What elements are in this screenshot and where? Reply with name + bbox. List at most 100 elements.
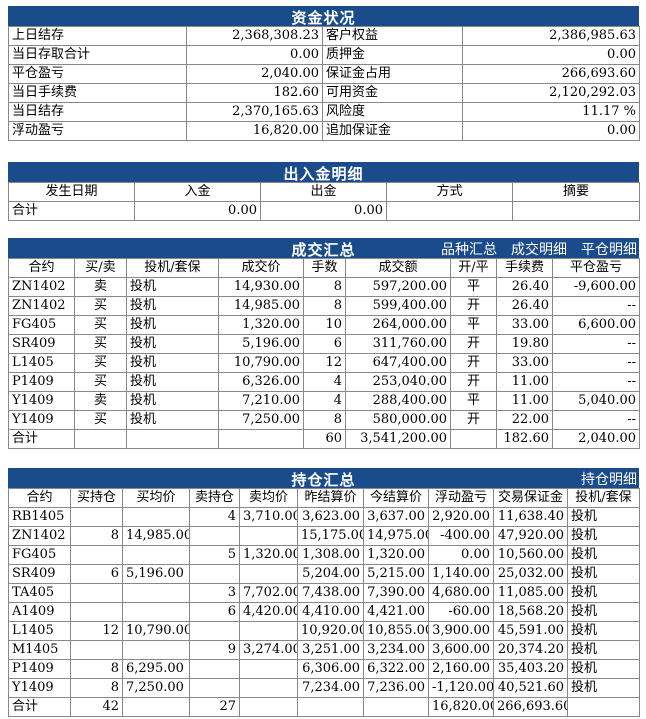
table-row: L1405 12 10,790.00 10,920.00 10,855.00 3,900.… [8,621,640,641]
fund-status-table: 上日结存 2,368,308.23 客户权益 2,386,985.63 当日存取合计 0.… [8,26,640,141]
position-cell: 20,374.20 [493,640,568,660]
column-header: 买/卖 [74,258,127,278]
position-cell: 9 [189,640,240,660]
trade-cell: SR409 [8,334,75,354]
trade-cell: 投机 [126,315,219,335]
position-cell: 投机 [567,545,640,565]
position-cell: 5,215.00 [363,564,429,584]
column-header: 入金 [134,182,261,202]
table-row: A1409 6 4,420.00 4,410.00 4,421.00 -60.00 18,5… [8,602,640,622]
position-cell: 3,274.00 [239,640,298,660]
position-cell: 4 [189,507,240,527]
fund-cell: 浮动盈亏 [8,121,187,141]
total-cell: 合计 [8,429,75,449]
fund-cell: 0.00 [186,45,323,65]
position-cell: -60.00 [428,602,494,622]
position-cell [122,507,190,527]
position-summary-table: 合约 买持仓 买均价 卖持仓 卖均价 昨结算价 今结算价 浮动盈亏 交易保证金 投机/套保 RB14… [8,488,640,717]
position-cell: 2,160.00 [428,659,494,679]
position-cell: 投机 [567,640,640,660]
column-header: 买持仓 [70,488,123,508]
trade-cell: 11.00 [496,372,553,392]
position-cell: 10,790.00 [122,621,190,641]
trade-cell: 597,200.00 [345,277,451,297]
total-cell: 3,541,200.00 [345,429,451,449]
position-cell: -400.00 [428,526,494,546]
position-link-0[interactable]: 持仓明细 [581,472,637,488]
fund-cell: 182.60 [186,83,323,103]
column-header: 发生日期 [8,182,135,202]
position-cell: Y1409 [8,678,71,698]
trade-summary-title: 成交汇总 [291,241,356,259]
total-cell [363,697,429,717]
trade-cell: 开 [450,296,497,316]
trade-cell: 253,040.00 [345,372,451,392]
position-cell: 6,322.00 [363,659,429,679]
trade-cell: ZN1402 [8,296,75,316]
column-header: 成交额 [345,258,451,278]
fund-row: 当日存取合计 0.00 质押金 0.00 [8,45,640,65]
column-header: 方式 [386,182,513,202]
column-header: 投机/套保 [567,488,640,508]
total-cell [512,201,640,221]
table-header-row: 合约 买持仓 买均价 卖持仓 卖均价 昨结算价 今结算价 浮动盈亏 交易保证金 投机/套保 [8,488,640,508]
total-cell: 60 [303,429,346,449]
position-cell [239,526,298,546]
position-cell: TA405 [8,583,71,603]
position-cell: 5 [189,545,240,565]
trade-cell: 14,985.00 [218,296,304,316]
column-header: 开/平 [450,258,497,278]
total-cell: 0.00 [134,201,261,221]
trade-cell: -- [552,372,640,392]
trade-link-1[interactable]: 成交明细 [511,242,567,258]
position-cell [70,507,123,527]
total-cell [239,697,298,717]
position-cell: 10,855.00 [363,621,429,641]
position-cell [189,526,240,546]
trade-cell: 投机 [126,353,219,373]
position-cell: 45,591.00 [493,621,568,641]
position-cell: -1,120.00 [428,678,494,698]
position-cell: 投机 [567,678,640,698]
fund-cell: 平仓盈亏 [8,64,187,84]
fund-cell: 2,370,165.63 [186,102,323,122]
trade-cell: 投机 [126,296,219,316]
table-row: ZN1402 买投机 14,985.00 8 599,400.00 开 26.40 -- [8,296,640,316]
trade-cell: 平 [450,391,497,411]
position-cell [189,678,240,698]
trade-cell: -- [552,296,640,316]
table-row: RB1405 4 3,710.00 3,623.00 3,637.00 2,920.00 1… [8,507,640,527]
fund-status-header: 资金状况 [8,6,639,27]
position-cell: 投机 [567,659,640,679]
position-cell: P1409 [8,659,71,679]
column-header: 手续费 [496,258,553,278]
trade-cell: 平 [450,277,497,297]
table-row: L1405 买投机 10,790.00 12 647,400.00 开 33.00 -- [8,353,640,373]
trade-link-2[interactable]: 平仓明细 [581,242,637,258]
total-cell [297,697,364,717]
position-cell [189,621,240,641]
trade-cell: 投机 [126,334,219,354]
fund-cell: 上日结存 [8,26,187,46]
trade-link-0[interactable]: 品种汇总 [441,242,497,258]
trade-cell: FG405 [8,315,75,335]
position-cell [122,583,190,603]
trade-cell: 6 [303,334,346,354]
column-header: 卖均价 [239,488,298,508]
position-cell: 投机 [567,564,640,584]
table-row: FG405 5 1,320.00 1,308.00 1,320.00 0.00 10,560… [8,545,640,565]
fund-cell: 0.00 [462,45,640,65]
total-cell [386,201,513,221]
trade-cell: 开 [450,410,497,430]
position-cell: 1,320.00 [239,545,298,565]
position-cell: 3,900.00 [428,621,494,641]
fund-cell: 16,820.00 [186,121,323,141]
cash-flow-title: 出入金明细 [283,165,364,183]
position-cell: 11,085.00 [493,583,568,603]
column-header: 手数 [303,258,346,278]
position-links: 持仓明细 [567,469,637,489]
position-cell [122,545,190,565]
trade-summary-header: 成交汇总 品种汇总 成交明细 平仓明细 [8,238,639,259]
position-cell: 47,920.00 [493,526,568,546]
total-cell: 27 [189,697,240,717]
